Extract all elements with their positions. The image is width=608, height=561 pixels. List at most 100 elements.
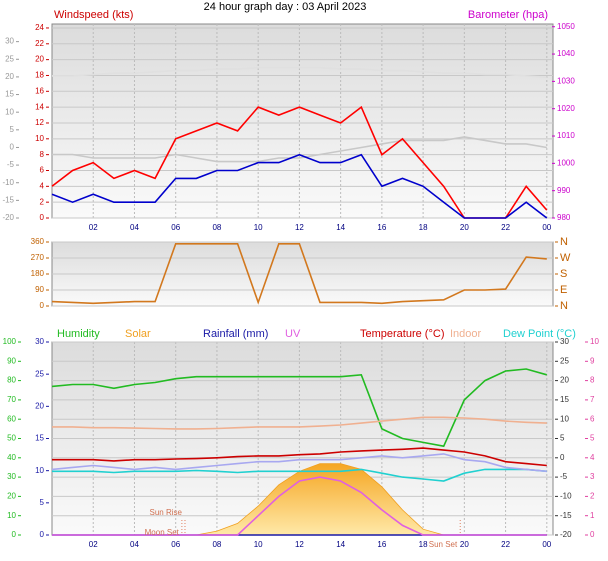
y-tick-label: 0: [40, 301, 45, 310]
y2-tick-label: N: [560, 300, 568, 312]
y2-axis-title: Barometer (hpa): [468, 9, 548, 21]
legend-entry: Humidity: [57, 328, 100, 340]
y-tick-label: 18: [35, 71, 44, 80]
y-tick-label: 80: [7, 376, 16, 385]
line: [52, 468, 547, 482]
y-tick-label: 40: [7, 453, 16, 462]
y-tick-label: 30: [7, 472, 16, 481]
y3-tick-label: 20: [35, 401, 44, 410]
x-tick-label: 02: [89, 223, 98, 232]
x-tick-label: 00: [542, 223, 551, 232]
x-tick-label: 10: [254, 540, 263, 549]
y2-tick-label: 30: [560, 337, 569, 346]
line: [52, 136, 547, 163]
y2-tick-label: N: [560, 236, 568, 248]
y2-tick-label: 1000: [557, 158, 575, 167]
line: [51, 153, 548, 219]
y-tick-label: 20: [35, 55, 44, 64]
y2-tick-label: 1050: [557, 22, 575, 31]
y2-tick-label: 1020: [557, 104, 575, 113]
y2-tick-label: -5: [560, 472, 568, 481]
y-tick-label: 8: [40, 150, 45, 159]
y3-tick-label: -20: [2, 213, 14, 222]
x-tick-label: 22: [501, 540, 510, 549]
x-tick-label: 08: [212, 223, 221, 232]
y3-tick-label: 30: [35, 337, 44, 346]
y4-tick-label: 3: [590, 472, 595, 481]
y-tick-label: 360: [31, 237, 45, 246]
y2-tick-label: 5: [560, 434, 565, 443]
y4-tick-label: 8: [590, 376, 595, 385]
line: [52, 66, 547, 79]
line: [52, 476, 547, 536]
x-tick-label: 18: [419, 540, 428, 549]
y-tick-label: 100: [3, 337, 17, 346]
x-tick-label: 20: [460, 223, 469, 232]
y-tick-label: 12: [35, 118, 44, 127]
y4-tick-label: 2: [590, 492, 595, 501]
line: [52, 416, 547, 430]
y3-tick-label: 5: [10, 125, 15, 134]
y-axis-title: Windspeed (kts): [54, 9, 133, 21]
x-tick-label: 12: [295, 223, 304, 232]
y-tick-label: 22: [35, 39, 44, 48]
y3-tick-label: 20: [5, 72, 14, 81]
y4-tick-label: 10: [590, 337, 599, 346]
y2-tick-label: W: [560, 252, 571, 264]
y2-tick-label: -20: [560, 530, 572, 539]
legend-entry: Rainfall (mm): [203, 328, 268, 340]
y4-tick-label: 0: [590, 530, 595, 539]
x-tick-label: 14: [336, 223, 345, 232]
y4-tick-label: 1: [590, 511, 595, 520]
plot-area: [51, 23, 554, 219]
y2-tick-label: 1030: [557, 76, 575, 85]
y-tick-label: 270: [31, 253, 45, 262]
x-tick-label: 04: [130, 223, 139, 232]
y-tick-label: 0: [40, 213, 45, 222]
x-tick-label: 18: [419, 223, 428, 232]
y3-tick-label: 0: [40, 530, 45, 539]
y-tick-label: 90: [35, 285, 44, 294]
y2-tick-label: S: [560, 268, 567, 280]
y3-tick-label: -10: [2, 178, 14, 187]
x-tick-label: 04: [130, 540, 139, 549]
x-tick-label: 16: [377, 223, 386, 232]
y-tick-label: 50: [7, 434, 16, 443]
y3-tick-label: -15: [2, 195, 14, 204]
y3-tick-label: 10: [35, 466, 44, 475]
y2-tick-label: 10: [560, 414, 569, 423]
x-tick-label: 08: [212, 540, 221, 549]
y4-tick-label: 9: [590, 356, 595, 365]
y2-tick-label: 0: [560, 453, 565, 462]
line: [52, 447, 547, 467]
y2-tick-label: 20: [560, 376, 569, 385]
y2-tick-label: E: [560, 284, 567, 296]
y3-tick-label: 15: [35, 434, 44, 443]
y2-tick-label: 25: [560, 356, 569, 365]
x-tick-label: 14: [336, 540, 345, 549]
y-tick-label: 10: [7, 511, 16, 520]
y3-tick-label: 25: [35, 369, 44, 378]
x-tick-label: 06: [171, 540, 180, 549]
y2-tick-label: 980: [557, 213, 571, 222]
y2-tick-label: 1040: [557, 49, 575, 58]
y-tick-label: 2: [40, 197, 45, 206]
y4-tick-label: 5: [590, 434, 595, 443]
legend-entry: Temperature (°C): [360, 328, 444, 340]
line: [51, 243, 547, 305]
chart-title: 24 hour graph day : 03 April 2023: [204, 1, 367, 13]
y2-tick-label: 1010: [557, 131, 575, 140]
y3-tick-label: 10: [5, 107, 14, 116]
x-tick-label: 22: [501, 223, 510, 232]
legend-entry: UV: [285, 328, 301, 340]
annotation: Moon Set: [145, 528, 180, 537]
y2-tick-label: 990: [557, 186, 571, 195]
y2-tick-label: -15: [560, 511, 572, 520]
y-tick-label: 14: [35, 102, 44, 111]
annotation: Sun Set: [429, 540, 458, 549]
y4-tick-label: 6: [590, 414, 595, 423]
y-tick-label: 20: [7, 492, 16, 501]
y3-tick-label: -5: [7, 160, 15, 169]
y3-tick-label: 30: [5, 37, 14, 46]
